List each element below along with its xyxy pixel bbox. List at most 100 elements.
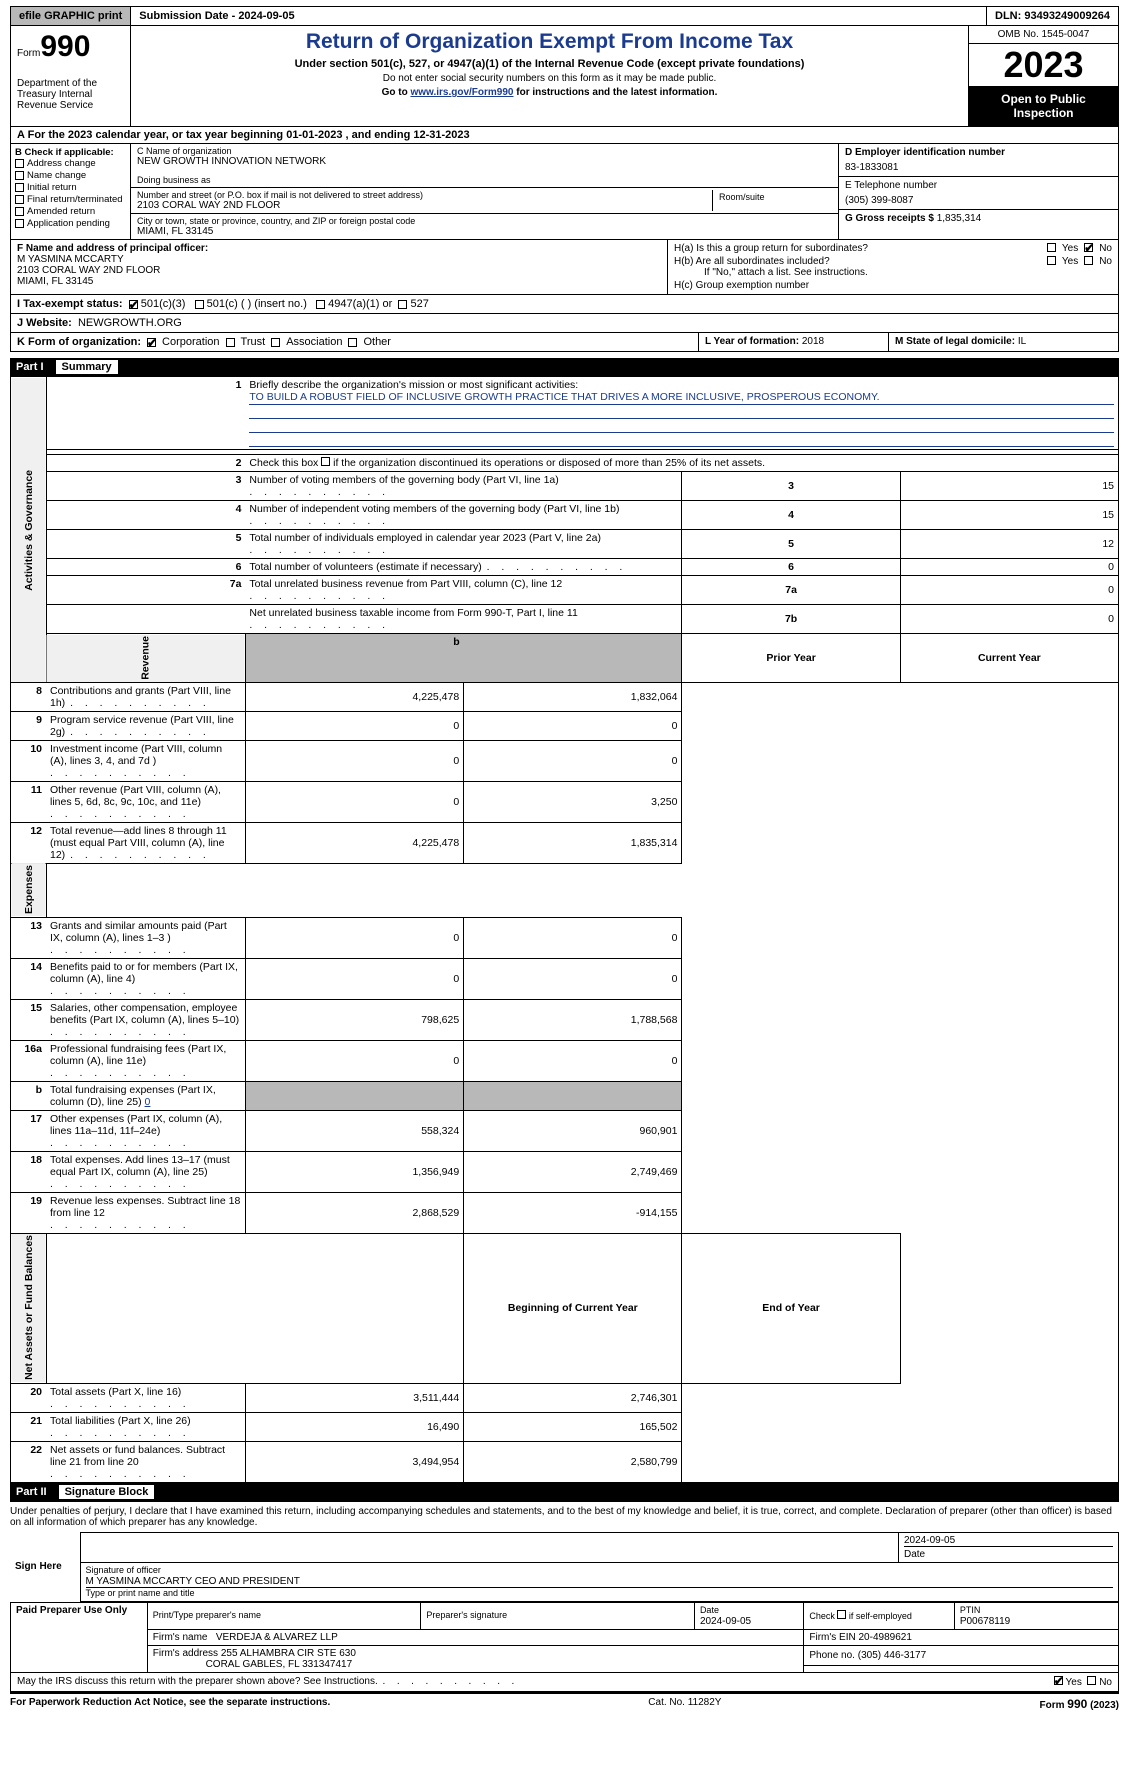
end-year-value: 165,502 [464, 1412, 682, 1441]
org-name: NEW GROWTH INNOVATION NETWORK [137, 156, 832, 167]
signature-table: Sign Here 2024-09-05Date Signature of of… [10, 1532, 1119, 1602]
cb-address-change[interactable] [15, 159, 24, 168]
footer: For Paperwork Reduction Act Notice, see … [10, 1692, 1119, 1714]
cb-hb-yes[interactable] [1047, 256, 1056, 265]
cb-self-employed[interactable] [837, 1610, 846, 1619]
gov-value: 12 [900, 530, 1118, 559]
end-year-value: 2,746,301 [464, 1383, 682, 1412]
row-j: J Website: NEWGROWTH.ORG [10, 314, 1119, 333]
current-year-value: 1,835,314 [464, 822, 682, 863]
prior-year-value: 0 [245, 958, 463, 999]
preparer-table: Paid Preparer Use Only Print/Type prepar… [10, 1602, 1119, 1673]
year-cell: OMB No. 1545-0047 2023 Open to Public In… [968, 26, 1118, 126]
tax-year: 2023 [969, 44, 1118, 86]
cb-discuss-yes[interactable] [1054, 1676, 1063, 1685]
section-netassets-label: Net Assets or Fund Balances [11, 1233, 47, 1383]
section-bcde: B Check if applicable: Address change Na… [10, 144, 1119, 240]
main-title: Return of Organization Exempt From Incom… [139, 30, 960, 54]
topbar: efile GRAPHIC print Submission Date - 20… [10, 6, 1119, 26]
prior-year-value: 0 [245, 740, 463, 781]
firm-phone: (305) 446-3177 [858, 1650, 926, 1661]
officer-name: M YASMINA MCCARTY [17, 254, 661, 265]
cb-4947[interactable] [316, 300, 325, 309]
prior-year-value: 2,868,529 [245, 1192, 463, 1233]
cb-corporation[interactable] [147, 338, 156, 347]
submission-date: Submission Date - 2024-09-05 [131, 7, 986, 25]
omb-number: OMB No. 1545-0047 [969, 26, 1118, 44]
penalties-text: Under penalties of perjury, I declare th… [10, 1501, 1119, 1532]
gov-value: 0 [900, 576, 1118, 605]
officer-signature: M YASMINA MCCARTY CEO AND PRESIDENT [86, 1576, 300, 1587]
firm-name: VERDEJA & ALVAREZ LLP [216, 1632, 338, 1643]
cb-association[interactable] [271, 338, 280, 347]
cb-527[interactable] [398, 300, 407, 309]
prior-year-value: 558,324 [245, 1110, 463, 1151]
subtitle: Under section 501(c), 527, or 4947(a)(1)… [139, 58, 960, 70]
sign-here-label: Sign Here [10, 1532, 80, 1601]
box-h: H(a) Is this a group return for subordin… [668, 240, 1118, 294]
cb-final-return[interactable] [15, 195, 24, 204]
prior-year-value: 4,225,478 [245, 822, 463, 863]
current-year-value: 3,250 [464, 781, 682, 822]
part1-header: Part I Summary [10, 358, 1119, 376]
cb-application-pending[interactable] [15, 219, 24, 228]
current-year-value: 960,901 [464, 1110, 682, 1151]
gross-receipts: 1,835,314 [937, 213, 982, 224]
current-year-value: 0 [464, 958, 682, 999]
box-m: M State of legal domicile: IL [888, 333, 1118, 351]
gov-value: 0 [900, 559, 1118, 576]
cb-name-change[interactable] [15, 171, 24, 180]
website: NEWGROWTH.ORG [78, 317, 182, 329]
cb-501c[interactable] [195, 300, 204, 309]
current-year-value: 0 [464, 740, 682, 781]
section-expenses-label: Expenses [11, 863, 47, 917]
end-year-value: 2,580,799 [464, 1441, 682, 1482]
cb-hb-no[interactable] [1084, 256, 1093, 265]
cb-discuss-no[interactable] [1087, 1676, 1096, 1685]
form-id-cell: Form990 Department of the Treasury Inter… [11, 26, 131, 126]
prior-year-value: 798,625 [245, 999, 463, 1040]
current-year-value: 0 [464, 711, 682, 740]
cb-ha-no[interactable] [1084, 243, 1093, 252]
cb-amended-return[interactable] [15, 207, 24, 216]
mission: TO BUILD A ROBUST FIELD OF INCLUSIVE GRO… [249, 391, 1114, 405]
box-l: L Year of formation: 2018 [698, 333, 888, 351]
form-header: Form990 Department of the Treasury Inter… [10, 26, 1119, 127]
city-state-zip: MIAMI, FL 33145 [137, 226, 415, 237]
paid-preparer-label: Paid Preparer Use Only [11, 1602, 148, 1672]
instruction-link: Go to www.irs.gov/Form990 for instructio… [139, 87, 960, 98]
cb-ha-yes[interactable] [1047, 243, 1056, 252]
box-k: K Form of organization: Corporation Trus… [11, 333, 698, 351]
begin-year-value: 3,511,444 [245, 1383, 463, 1412]
efile-print-button[interactable]: efile GRAPHIC print [11, 7, 131, 25]
row-i: I Tax-exempt status: 501(c)(3) 501(c) ( … [10, 295, 1119, 314]
phone: (305) 399-8087 [845, 195, 1112, 206]
begin-year-value: 16,490 [245, 1412, 463, 1441]
firm-address-1: 255 ALHAMBRA CIR STE 630 [221, 1648, 356, 1659]
irs-link[interactable]: www.irs.gov/Form990 [410, 87, 513, 98]
row-klm: K Form of organization: Corporation Trus… [10, 333, 1119, 352]
ein: 83-1833081 [845, 162, 1112, 173]
current-year-value: 1,788,568 [464, 999, 682, 1040]
box-c: C Name of organization NEW GROWTH INNOVA… [131, 144, 838, 239]
gov-value: 0 [900, 605, 1118, 634]
cb-other[interactable] [348, 338, 357, 347]
cb-initial-return[interactable] [15, 183, 24, 192]
part2-header: Part II Signature Block [10, 1483, 1119, 1501]
section-governance-label: Activities & Governance [11, 377, 47, 683]
gov-value: 15 [900, 501, 1118, 530]
box-f: F Name and address of principal officer:… [11, 240, 668, 294]
discuss-row: May the IRS discuss this return with the… [10, 1673, 1119, 1692]
current-year-value: 0 [464, 1040, 682, 1081]
cb-501c3[interactable] [129, 300, 138, 309]
current-year-value: 0 [464, 917, 682, 958]
prior-year-value: 0 [245, 917, 463, 958]
section-revenue-label: Revenue [46, 634, 245, 683]
cb-discontinued[interactable] [321, 457, 330, 466]
current-year-value: -914,155 [464, 1192, 682, 1233]
cb-trust[interactable] [226, 338, 235, 347]
firm-ein: 20-4989621 [859, 1632, 912, 1643]
prior-year-value: 1,356,949 [245, 1151, 463, 1192]
instruction-ssn: Do not enter social security numbers on … [139, 73, 960, 84]
department: Department of the Treasury Internal Reve… [17, 78, 124, 111]
